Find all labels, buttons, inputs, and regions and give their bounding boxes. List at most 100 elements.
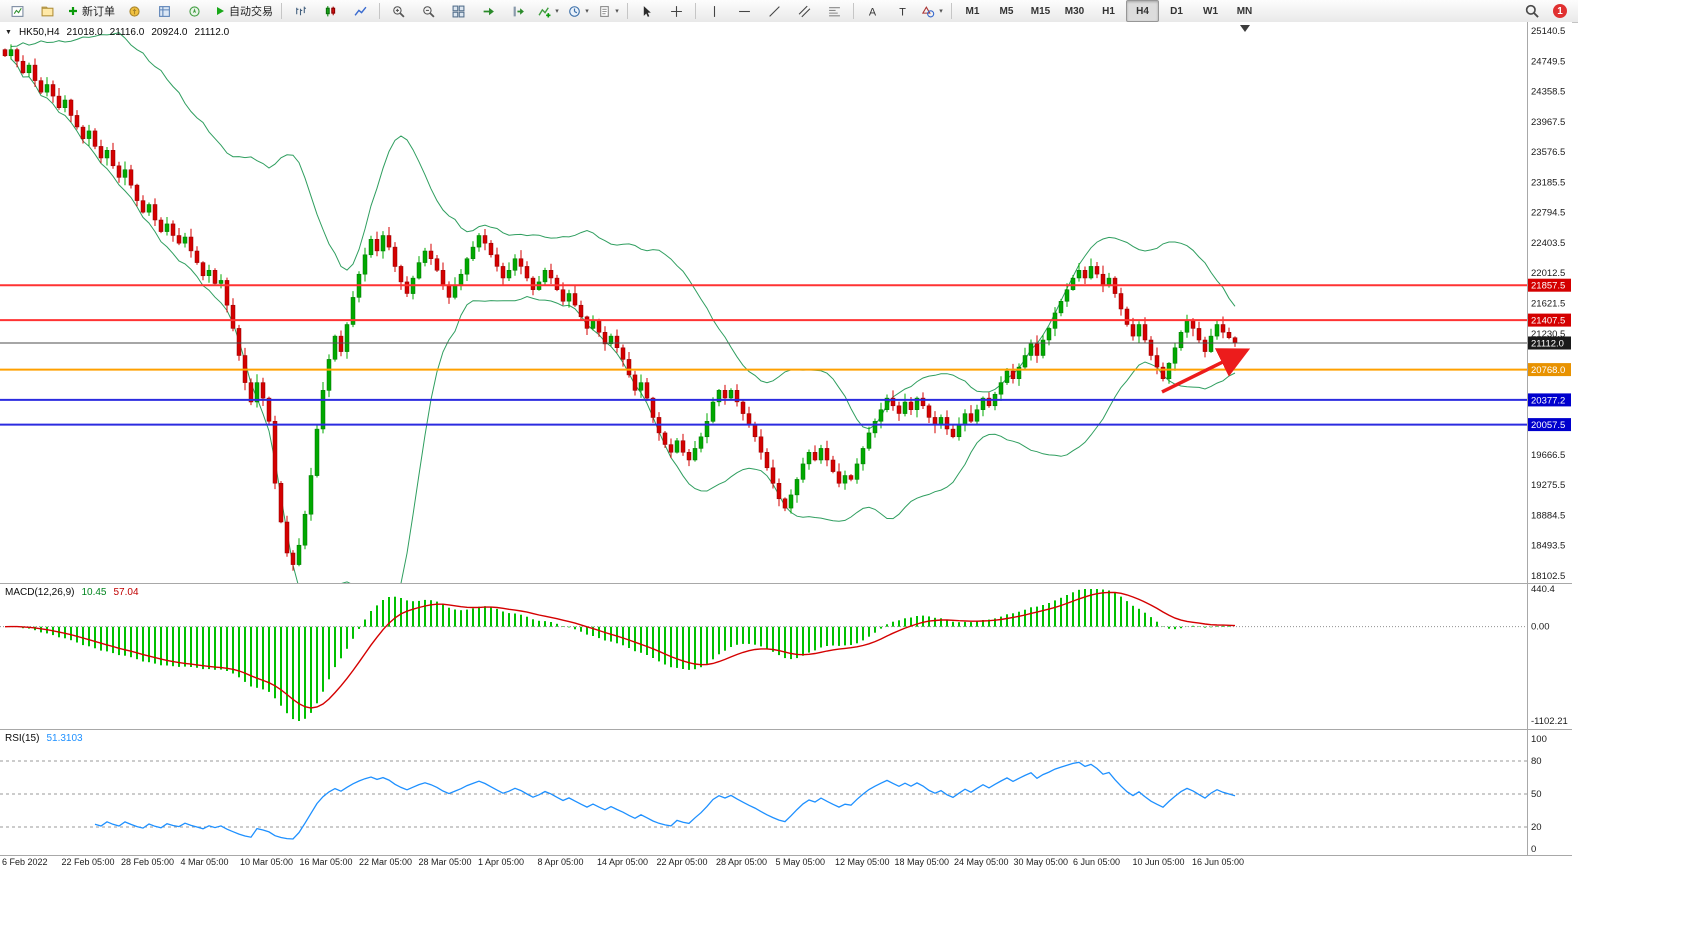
rsi-name: RSI(15) [5, 733, 40, 744]
data-window-icon[interactable] [150, 0, 179, 22]
horizontal-line-icon[interactable] [730, 0, 759, 22]
svg-text:25140.5: 25140.5 [1531, 26, 1565, 37]
trendline-icon[interactable] [760, 0, 789, 22]
svg-text:10 Jun 05:00: 10 Jun 05:00 [1133, 857, 1185, 867]
svg-text:28 Feb 05:00: 28 Feb 05:00 [121, 857, 174, 867]
auto-scroll-icon[interactable] [474, 0, 503, 22]
horizontal-lines[interactable] [0, 284, 1527, 426]
tile-windows-icon[interactable] [444, 0, 473, 22]
price-tag [1528, 278, 1571, 292]
toolbar-separator [281, 3, 282, 19]
new-order-button[interactable]: 新订单 [63, 0, 119, 22]
timeframe-h4-button[interactable]: H4 [1126, 0, 1159, 22]
macd-name: MACD(12,26,9) [5, 587, 75, 598]
svg-text:22 Mar 05:00: 22 Mar 05:00 [359, 857, 412, 867]
svg-text:A: A [869, 6, 877, 18]
rsi-panel: 100 80 50 20 0 [0, 734, 1547, 855]
periods-button[interactable]: ▾ [564, 0, 593, 22]
svg-text:21112.0: 21112.0 [1531, 339, 1564, 350]
svg-text:6 Jun 05:00: 6 Jun 05:00 [1073, 857, 1120, 867]
price-tag [1528, 336, 1571, 350]
svg-text:19666.5: 19666.5 [1531, 450, 1565, 461]
timeframe-m5-button[interactable]: M5 [999, 5, 1014, 17]
indicators-button[interactable]: ▾ [534, 0, 563, 22]
time-axis[interactable]: 6 Feb 2022 22 Feb 05:00 28 Feb 05:00 4 Mar … [2, 857, 1244, 867]
zoom-out-icon[interactable] [414, 0, 443, 22]
svg-text:24358.5: 24358.5 [1531, 87, 1565, 98]
toolbar: 新订单 自动交易 ▾ ▾ ▾ A T ▾ M1 M5 M15 M30 H1 H4 D1 W1 MN 1 [0, 0, 1578, 23]
toolbar-separator [853, 3, 854, 19]
shapes-button[interactable]: ▾ [918, 0, 947, 22]
macd-signal-value: 57.04 [113, 587, 139, 598]
price-tag [1528, 393, 1571, 407]
svg-text:21857.5: 21857.5 [1531, 281, 1565, 292]
new-chart-icon[interactable] [3, 0, 32, 22]
timeframe-h1-button[interactable]: H1 [1102, 5, 1115, 17]
svg-text:18884.5: 18884.5 [1531, 510, 1565, 521]
macd-signal-line [4, 591, 1236, 709]
fibonacci-icon[interactable] [820, 0, 849, 22]
svg-text:28 Apr 05:00: 28 Apr 05:00 [716, 857, 767, 867]
svg-text:22 Apr 05:00: 22 Apr 05:00 [657, 857, 708, 867]
one-click-trading-toggle[interactable]: ▼ [5, 29, 12, 36]
svg-text:16 Mar 05:00: 16 Mar 05:00 [300, 857, 353, 867]
channel-icon[interactable] [790, 0, 819, 22]
timeframe-w1-button[interactable]: W1 [1203, 5, 1218, 17]
chart-ohlc-header: ▼ HK50,H4 21018.0 21116.0 20924.0 21112.… [5, 27, 229, 38]
trend-arrow[interactable] [1161, 348, 1251, 394]
search-icon[interactable] [1517, 0, 1546, 22]
timeframe-d1-button[interactable]: D1 [1170, 5, 1183, 17]
market-watch-icon[interactable] [120, 0, 149, 22]
timeframe-m15-button[interactable]: M15 [1030, 5, 1051, 17]
svg-text:8 Apr 05:00: 8 Apr 05:00 [538, 857, 584, 867]
svg-text:50: 50 [1531, 789, 1542, 800]
bar-chart-icon[interactable] [286, 0, 315, 22]
rsi-value: 51.3103 [46, 733, 83, 744]
ohlc-high: 21116.0 [109, 27, 145, 38]
svg-text:21230.5: 21230.5 [1531, 329, 1565, 340]
templates-button[interactable]: ▾ [594, 0, 623, 22]
timeframe-m1-button[interactable]: M1 [965, 5, 980, 17]
svg-text:14 Apr 05:00: 14 Apr 05:00 [597, 857, 648, 867]
cursor-icon[interactable] [632, 0, 661, 22]
svg-text:100: 100 [1531, 734, 1547, 745]
ohlc-close: 21112.0 [194, 27, 230, 38]
crosshair-icon[interactable] [662, 0, 691, 22]
text-tool-icon[interactable]: A [858, 0, 887, 22]
chart-shift-icon[interactable] [504, 0, 533, 22]
svg-text:T: T [899, 6, 906, 18]
toolbar-separator [379, 3, 380, 19]
chart-shift-marker[interactable] [1240, 25, 1250, 32]
navigator-icon[interactable] [180, 0, 209, 22]
vertical-line-icon[interactable] [700, 0, 729, 22]
svg-text:30 May 05:00: 30 May 05:00 [1014, 857, 1069, 867]
chart-canvas[interactable]: 25140.5 24749.5 24358.5 23967.5 23576.5 23185… [0, 22, 1572, 880]
notification-badge[interactable]: 1 [1553, 4, 1567, 18]
rsi-line [94, 761, 1236, 840]
timeframe-m30-button[interactable]: M30 [1064, 5, 1085, 17]
svg-text:20057.5: 20057.5 [1531, 420, 1565, 431]
svg-text:21621.5: 21621.5 [1531, 299, 1565, 310]
svg-text:24 May 05:00: 24 May 05:00 [954, 857, 1009, 867]
line-chart-icon[interactable] [346, 0, 375, 22]
autotrading-button[interactable]: 自动交易 [210, 0, 277, 22]
price-axis[interactable]: 25140.5 24749.5 24358.5 23967.5 23576.5 23185… [1528, 26, 1571, 582]
svg-text:10 Mar 05:00: 10 Mar 05:00 [240, 857, 293, 867]
svg-text:20768.0: 20768.0 [1531, 365, 1565, 376]
svg-text:0: 0 [1531, 844, 1536, 855]
candlestick-chart-icon[interactable] [316, 0, 345, 22]
svg-text:16 Jun 05:00: 16 Jun 05:00 [1192, 857, 1244, 867]
svg-text:23576.5: 23576.5 [1531, 147, 1565, 158]
timeframe-mn-button[interactable]: MN [1236, 5, 1253, 17]
profiles-icon[interactable] [33, 0, 62, 22]
svg-text:18 May 05:00: 18 May 05:00 [895, 857, 950, 867]
zoom-in-icon[interactable] [384, 0, 413, 22]
macd-main-value: 10.45 [81, 587, 107, 598]
svg-text:18493.5: 18493.5 [1531, 541, 1565, 552]
svg-text:4 Mar 05:00: 4 Mar 05:00 [181, 857, 229, 867]
toolbar-separator [951, 3, 952, 19]
label-tool-icon[interactable]: T [888, 0, 917, 22]
svg-text:24749.5: 24749.5 [1531, 56, 1565, 67]
candles-layer [2, 44, 1238, 571]
svg-text:5 May 05:00: 5 May 05:00 [776, 857, 826, 867]
